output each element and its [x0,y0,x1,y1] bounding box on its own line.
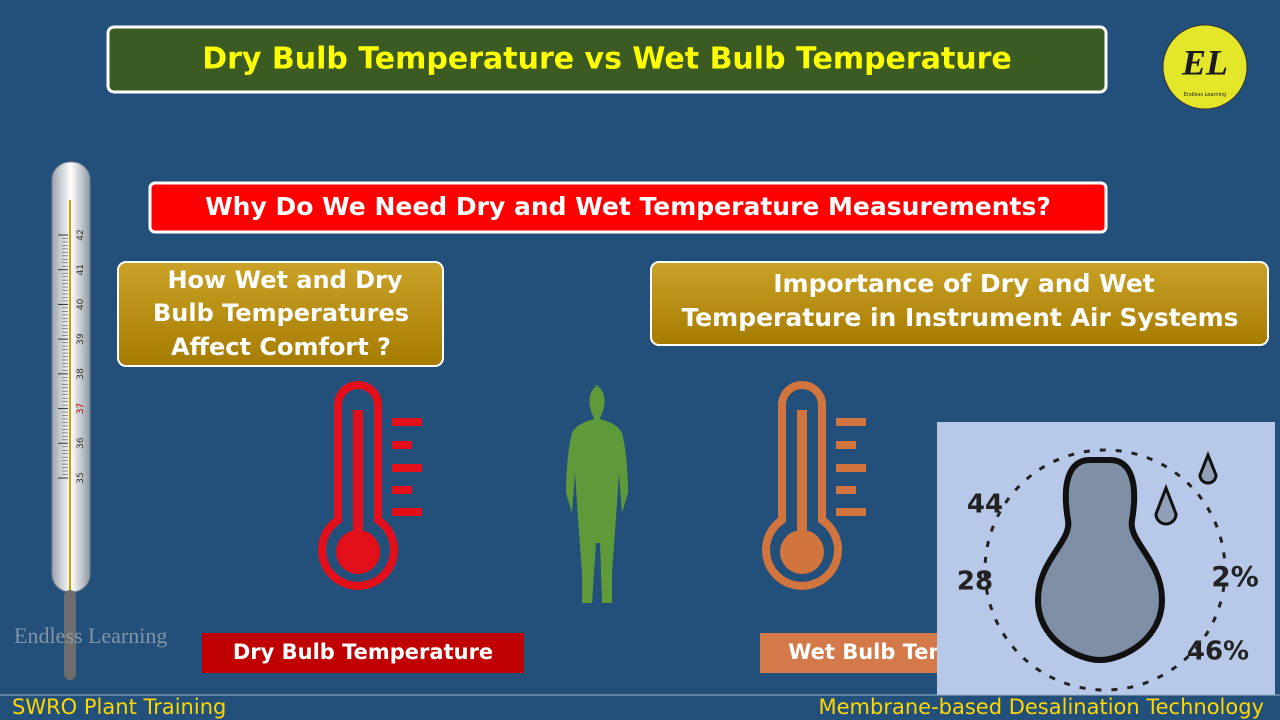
footer-left: SWRO Plant Training [12,695,226,719]
watermark: Endless Learning [14,623,167,648]
illustration-label: 46% [1187,637,1249,667]
clinical-thermometer: 35 36 37 38 39 40 41 42 [51,161,91,680]
topic-line: Affect Comfort ? [171,333,391,361]
dial [983,448,1227,692]
scale-label: 35 [76,472,86,483]
illustration-label: 28 [957,567,993,597]
scale-label: 41 [76,264,86,275]
dry-thermometer-icon [318,381,422,590]
topic-box [650,261,1269,346]
dry-label: Dry Bulb Temperature [233,640,493,664]
illustration-label: 44 [967,490,1003,520]
topic-line: Importance of Dry and Wet [773,269,1155,298]
illustration-label: 2% [1211,560,1259,593]
topic-box [117,261,444,367]
scale-label: 42 [76,229,86,240]
scale-label: 37 [76,403,86,414]
wet-thermometer-icon [762,381,866,590]
question-box [148,181,1108,234]
question: Why Do We Need Dry and Wet Temperature M… [205,192,1051,221]
topic-line: How Wet and Dry [167,266,402,294]
column [353,410,363,550]
drop-bulb [1034,457,1166,664]
topic-line: Bulb Temperatures [153,299,409,327]
label-box [202,633,524,673]
bulb [336,530,380,574]
footer-right: Membrane-based Desalination Technology [819,695,1264,719]
scale-label: 40 [76,298,86,310]
drop [1198,450,1218,485]
topic-line: Temperature in Instrument Air Systems [681,303,1238,332]
scale-label: 38 [76,368,86,380]
logo [1162,24,1248,110]
scale-label: 36 [76,437,86,449]
title-box [106,25,1108,94]
column [797,410,807,550]
logo-caption: Endless Learning [1184,92,1226,98]
logo-initials: EL [1181,42,1228,82]
bulb [780,530,824,574]
drop [1154,483,1178,526]
person [566,385,628,603]
title: Dry Bulb Temperature vs Wet Bulb Tempera… [202,42,1012,77]
scale-label: 39 [76,333,86,345]
